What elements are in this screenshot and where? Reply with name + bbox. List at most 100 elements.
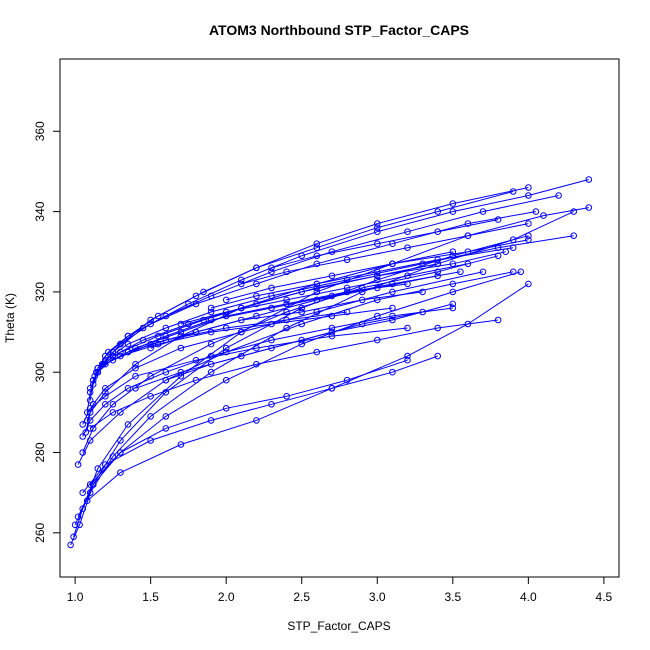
data-point [283, 296, 290, 304]
data-point [147, 344, 154, 352]
data-point [434, 352, 442, 360]
data-point [124, 340, 132, 348]
data-point [86, 397, 94, 404]
data-point [117, 340, 124, 348]
data-point [313, 240, 321, 247]
data-point [389, 304, 396, 312]
data-point [509, 268, 517, 276]
series-line [241, 223, 529, 285]
data-point [207, 328, 215, 336]
series-line [120, 307, 393, 357]
data-point [374, 228, 381, 235]
data-point [283, 324, 290, 332]
data-point [464, 260, 472, 268]
data-series [79, 352, 442, 497]
data-point [222, 296, 230, 304]
data-point [449, 208, 457, 215]
data-point [102, 360, 109, 368]
x-axis: 1.0 1.5 2.0 2.5 3.0 3.5 4.0 4.5 [67, 576, 613, 604]
data-point [74, 513, 82, 521]
data-point [525, 192, 532, 199]
data-point [517, 268, 525, 276]
data-point [532, 208, 540, 215]
data-point [434, 208, 442, 215]
x-tick-label: 3.0 [369, 590, 386, 604]
data-point [67, 541, 74, 549]
data-point [404, 244, 411, 251]
data-point [464, 232, 472, 239]
data-point [86, 389, 94, 396]
data-point [449, 248, 457, 255]
data-point [86, 425, 94, 432]
data-point [253, 312, 260, 320]
data-point [70, 533, 77, 541]
x-tick-label: 4.5 [596, 590, 613, 604]
data-point [109, 401, 117, 408]
data-point [434, 268, 442, 276]
data-point [419, 288, 426, 296]
x-tick-label: 1.0 [67, 590, 84, 604]
plot-area [59, 58, 620, 578]
data-point [222, 312, 230, 320]
data-point [147, 320, 154, 328]
data-point [253, 292, 260, 300]
data-point [389, 260, 396, 268]
data-point [328, 324, 336, 332]
series-line [77, 359, 408, 518]
data-point [343, 256, 351, 264]
data-series [162, 300, 457, 384]
data-point [374, 272, 381, 280]
data-series [83, 280, 532, 505]
data-point [238, 280, 245, 288]
data-point [374, 276, 381, 284]
series-line [210, 247, 514, 309]
data-point [74, 461, 82, 468]
data-point [117, 348, 124, 356]
data-point [79, 449, 86, 456]
series-line [180, 263, 468, 325]
series-line [89, 187, 529, 401]
data-point [222, 344, 230, 352]
data-point [177, 344, 185, 352]
data-point [268, 284, 275, 292]
data-point [358, 296, 366, 304]
data-point [162, 376, 170, 384]
series-line [226, 251, 453, 301]
data-point [449, 280, 457, 288]
data-point [102, 401, 109, 408]
data-point [389, 288, 396, 296]
data-point [253, 344, 260, 352]
data-point [268, 320, 275, 328]
data-point [102, 461, 109, 468]
data-point [147, 413, 154, 420]
data-point [86, 417, 94, 424]
data-point [449, 200, 457, 207]
data-point [102, 393, 109, 400]
data-point [434, 272, 442, 280]
data-point [132, 360, 139, 368]
x-axis-label: STP_Factor_CAPS [287, 619, 390, 633]
y-tick-label: 260 [33, 522, 47, 542]
series-line [77, 271, 514, 465]
data-point [570, 232, 578, 239]
data-point [570, 208, 578, 215]
data-point [389, 316, 396, 324]
data-point [540, 212, 547, 219]
series-line [127, 311, 348, 353]
series-line [89, 319, 499, 429]
data-point [132, 364, 139, 372]
data-point [192, 292, 200, 300]
data-point [222, 308, 230, 316]
data-point [313, 260, 321, 268]
data-point [358, 320, 366, 328]
data-series [86, 184, 532, 404]
data-series [177, 260, 472, 328]
data-point [525, 280, 532, 288]
x-tick-label: 3.5 [444, 590, 461, 604]
data-point [147, 393, 154, 400]
data-series [124, 308, 351, 356]
data-point [374, 336, 381, 344]
data-point [404, 356, 411, 364]
data-point [79, 421, 86, 428]
